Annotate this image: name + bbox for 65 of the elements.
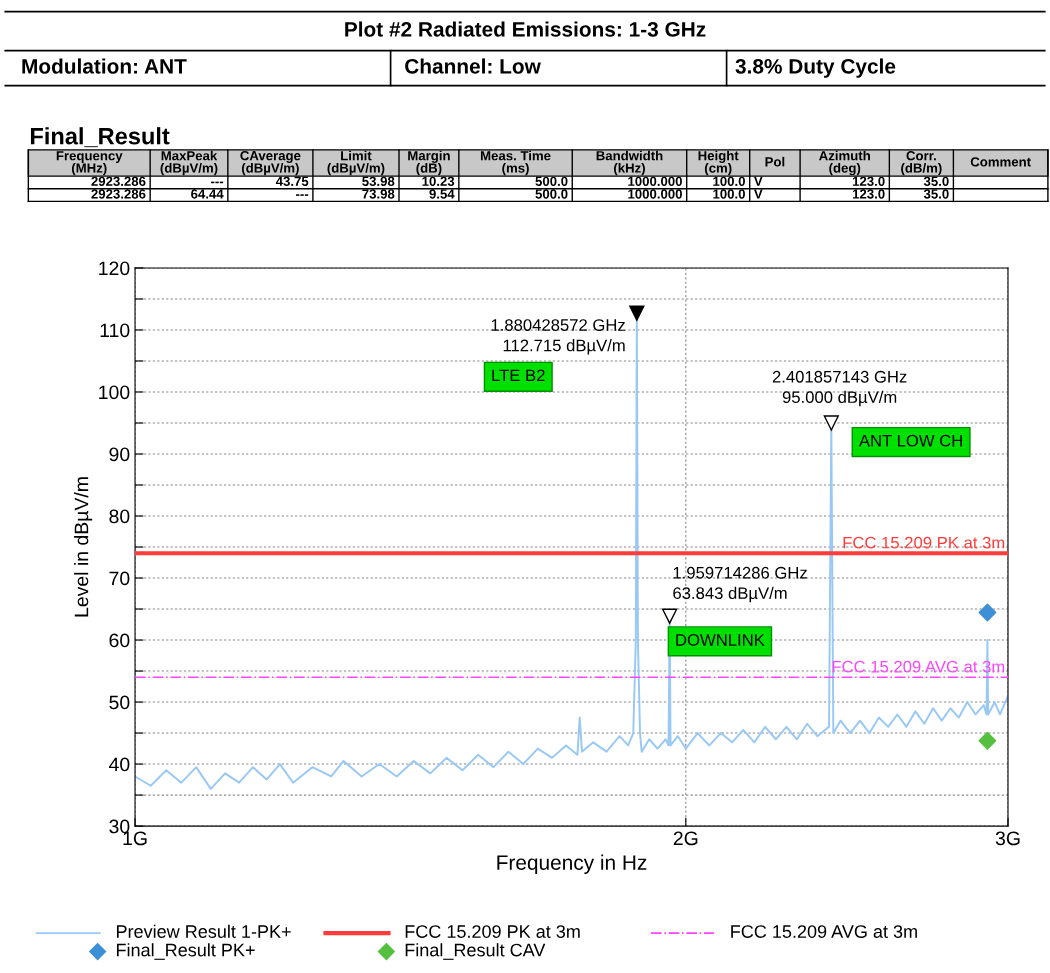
annotation: DOWNLINK [676,634,765,646]
text: Modulation: ANT [22,58,187,74]
x-tick-label: 3G [995,831,1020,846]
text: 43.75 [275,176,309,186]
text: Channel: Low [405,58,541,74]
y-tick-label: 90 [109,447,130,462]
y-tick-label: 100 [99,385,130,400]
text: 3.8% Duty Cycle [735,58,896,78]
text: --- [296,194,309,196]
annotation: 2.401857143 GHz 95.000 dBµV/m [772,370,907,407]
x-axis-title: Frequency in Hz [497,854,647,875]
text: 64.44 [191,189,224,199]
text: Frequency (MHz) [56,151,123,176]
text: 100.0 [713,189,745,199]
text: 1000.000 [628,176,682,186]
y-tick-label: 60 [109,633,130,648]
y-tick-label: 80 [109,509,130,524]
text: Final_Result [30,127,170,148]
text: Limit (dBµV/m) [327,150,385,176]
text: Corr. (dB/m) [901,151,942,176]
ref-line-label: FCC 15.209 PK at 3m [843,536,1005,549]
annotation: ANT LOW CH [858,434,962,447]
text: 35.0 [923,189,949,199]
text: Bandwidth (kHz) [596,150,663,176]
text: 10.23 [422,176,455,186]
text: CAverage (dBµV/m) [240,150,301,176]
x-tick-label: 2G [673,831,698,846]
y-tick-label: 110 [100,323,130,338]
annotation: LTE B2 [492,369,545,382]
text: 123.0 [852,189,885,199]
legend-label: Preview Result 1-PK+ [116,924,291,938]
annotation: 1.880428572 GHz 112.715 dBµV/m [491,319,625,355]
chart-title: Plot #2 Radiated Emissions: 1-3 GHz [345,21,706,37]
y-tick-label: 40 [108,757,130,772]
text: 123.0 [852,176,885,186]
ref-line-label: FCC 15.209 AVG at 3m [832,660,1005,673]
text: Pol [765,156,785,167]
text: 2923.286 [91,189,146,199]
text: FCC 15.209 PK at 3m [405,925,580,938]
text: Height (cm) [698,150,739,176]
annotation: 1.959714286 GHz 63.843 dBµV/m [673,566,807,603]
legend-label: Final_Result CAV [405,943,546,960]
text: V [753,176,763,186]
text: Comment [970,157,1031,167]
text: V [753,189,763,199]
text: 9.54 [429,189,455,199]
text: Meas. Time (ms) [480,150,551,176]
text: 2923.286 [91,176,146,186]
text: 500.0 [535,176,568,186]
text: 500.0 [535,189,568,199]
text: Margin (dB) [408,150,450,176]
text: FCC 15.209 AVG at 3m [731,925,917,938]
y-tick-label: 120 [99,261,130,276]
text: 35.0 [923,176,949,186]
text: Azimuth (deg) [819,150,870,176]
text: --- [210,181,224,184]
text: MaxPeak (dBµV/m) [160,150,218,176]
y-tick-label: 50 [109,695,130,710]
text: 100.0 [713,176,745,186]
legend-label: Final_Result PK+ [116,943,255,960]
text: 73.98 [362,189,395,199]
text: 1000.000 [628,189,682,199]
y-axis-title: Level in dBµV/m [74,477,93,617]
text: 53.98 [362,176,395,186]
y-tick-label: 70 [109,571,130,586]
